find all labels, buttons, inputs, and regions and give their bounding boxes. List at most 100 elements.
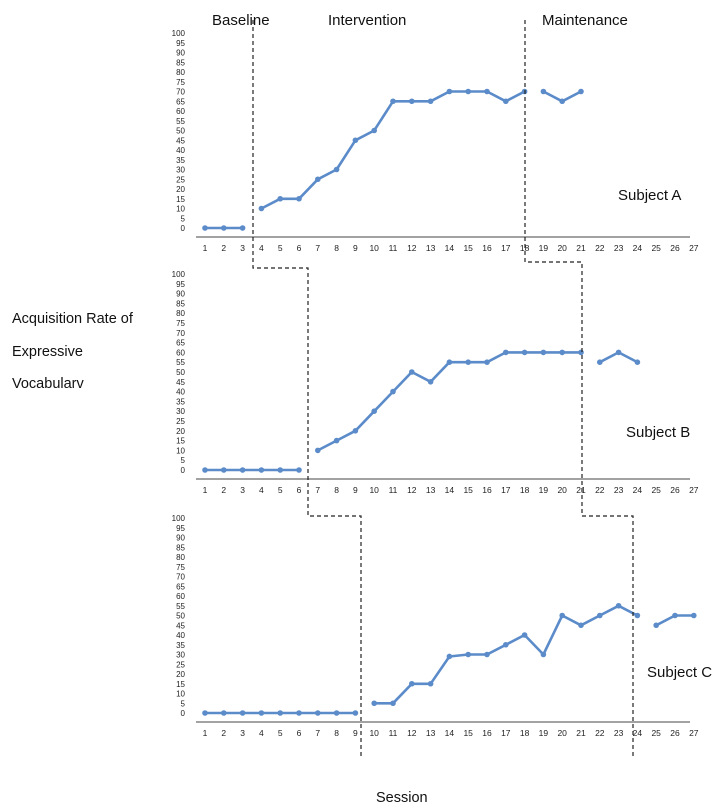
y-tick-label: 70	[176, 573, 185, 582]
y-axis-label-line-1: Acquisition Rate of	[12, 311, 133, 327]
data-point	[277, 467, 284, 473]
y-tick-label: 80	[176, 553, 185, 562]
y-tick-label: 60	[176, 592, 185, 601]
data-point	[634, 359, 641, 366]
series-line-intervention	[260, 90, 526, 210]
y-tick-label: 10	[176, 446, 185, 455]
data-point	[202, 710, 208, 716]
y-tick-label: 30	[176, 407, 185, 416]
x-tick-label: 5	[278, 728, 283, 738]
data-point	[390, 388, 396, 395]
data-point	[371, 700, 378, 707]
x-tick-label: 3	[240, 728, 245, 738]
panel-1: 0510152025303540455055606570758085909510…	[172, 29, 699, 253]
phase-line-baseline-intervention	[252, 20, 362, 757]
data-point	[615, 602, 622, 609]
data-point	[597, 612, 603, 619]
x-tick-label: 8	[334, 728, 339, 738]
x-tick-label: 24	[633, 485, 643, 495]
y-tick-label: 40	[176, 631, 185, 640]
data-point	[296, 195, 302, 202]
x-tick-label: 23	[614, 485, 624, 495]
y-tick-label: 55	[176, 358, 185, 367]
data-point	[540, 651, 547, 658]
data-point	[409, 680, 415, 687]
x-tick-label: 20	[557, 728, 567, 738]
data-point	[333, 437, 340, 444]
x-tick-label: 26	[670, 485, 680, 495]
data-point	[258, 205, 265, 212]
x-tick-label: 14	[445, 243, 455, 253]
y-tick-label: 95	[176, 39, 185, 48]
x-tick-label: 19	[539, 485, 549, 495]
y-tick-label: 15	[176, 437, 185, 446]
x-tick-label: 6	[297, 485, 302, 495]
y-tick-label: 100	[172, 514, 186, 523]
x-tick-label: 27	[689, 243, 699, 253]
y-tick-label: 20	[176, 185, 185, 194]
y-tick-label: 85	[176, 543, 185, 552]
y-tick-label: 45	[176, 621, 185, 630]
phase-change-lines	[252, 20, 634, 757]
y-tick-label: 5	[181, 214, 186, 223]
y-tick-label: 10	[176, 205, 185, 214]
data-point	[239, 225, 246, 231]
x-tick-label: 10	[369, 243, 379, 253]
y-tick-label: 15	[176, 195, 185, 204]
y-tick-label: 5	[181, 456, 186, 465]
x-tick-label: 20	[557, 485, 567, 495]
data-point	[578, 88, 584, 95]
data-point	[540, 349, 547, 356]
x-tick-label: 1	[203, 243, 208, 253]
data-point	[484, 651, 490, 658]
x-tick-label: 23	[614, 728, 624, 738]
y-tick-label: 40	[176, 146, 185, 155]
y-tick-label: 55	[176, 117, 185, 126]
data-point	[446, 88, 453, 95]
x-tick-label: 14	[445, 485, 455, 495]
y-tick-label: 65	[176, 339, 185, 348]
data-point	[277, 710, 284, 716]
y-tick-label: 85	[176, 58, 185, 67]
data-point	[371, 127, 378, 134]
x-tick-label: 15	[463, 243, 473, 253]
x-tick-label: 26	[670, 728, 680, 738]
data-point	[258, 710, 265, 716]
x-tick-label: 3	[240, 243, 245, 253]
x-tick-label: 17	[501, 728, 511, 738]
data-point	[390, 700, 396, 707]
x-tick-label: 9	[353, 485, 358, 495]
x-tick-label: 13	[426, 728, 436, 738]
x-tick-label: 8	[334, 485, 339, 495]
y-tick-label: 15	[176, 680, 185, 689]
y-tick-label: 60	[176, 107, 185, 116]
x-tick-label: 3	[240, 485, 245, 495]
x-tick-label: 24	[633, 243, 643, 253]
panel-2: 0510152025303540455055606570758085909510…	[172, 270, 699, 495]
x-tick-label: 6	[297, 243, 302, 253]
subject-label: Subject C	[647, 664, 712, 681]
x-tick-label: 19	[539, 728, 549, 738]
y-tick-label: 0	[181, 709, 186, 718]
y-tick-label: 25	[176, 417, 185, 426]
data-point	[653, 622, 659, 629]
x-tick-label: 19	[539, 243, 549, 253]
data-point	[409, 98, 415, 105]
y-tick-label: 45	[176, 378, 185, 387]
x-tick-label: 14	[445, 728, 455, 738]
phase-label-baseline: Baseline	[212, 12, 270, 29]
x-tick-label: 16	[482, 728, 492, 738]
x-tick-label: 27	[689, 728, 699, 738]
x-tick-label: 11	[389, 485, 398, 495]
y-tick-label: 40	[176, 388, 185, 397]
x-tick-label: 15	[463, 728, 473, 738]
data-point	[333, 710, 340, 716]
x-tick-label: 22	[595, 243, 605, 253]
subject-label: Subject B	[626, 424, 690, 441]
x-tick-label: 7	[315, 243, 320, 253]
data-point	[221, 225, 227, 231]
y-tick-label: 75	[176, 563, 185, 572]
y-tick-label: 5	[181, 699, 186, 708]
data-point	[503, 98, 509, 105]
x-tick-label: 9	[353, 728, 358, 738]
